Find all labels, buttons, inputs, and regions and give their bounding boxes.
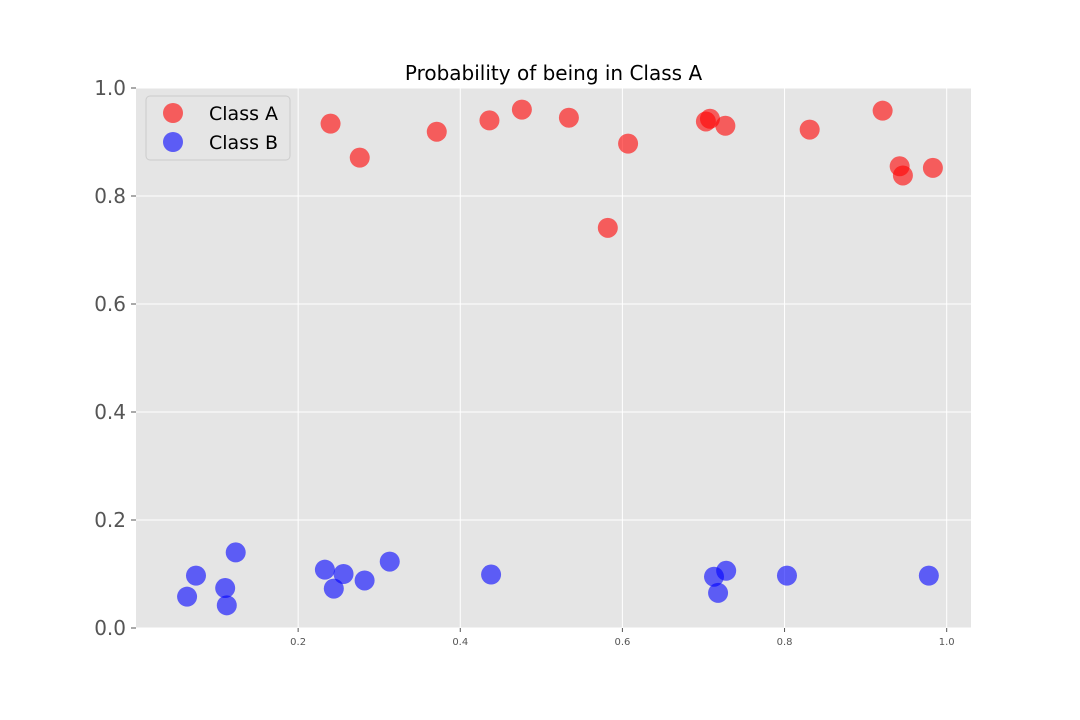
- point-class-b: [323, 578, 344, 599]
- y-tick-label: 0.8: [94, 184, 126, 208]
- point-class-b: [379, 551, 400, 572]
- point-class-b: [481, 564, 502, 585]
- y-tick-label: 0.2: [94, 508, 126, 532]
- point-class-b: [177, 586, 198, 607]
- point-class-a: [349, 147, 370, 168]
- y-tick-label: 0.6: [94, 292, 126, 316]
- point-class-b: [185, 565, 206, 586]
- x-tick-label: 0.2: [290, 637, 306, 648]
- point-class-b: [716, 560, 737, 581]
- point-class-a: [799, 119, 820, 140]
- point-class-a: [320, 113, 341, 134]
- legend-label-class-a: Class A: [209, 103, 278, 125]
- chart-title: Probability of being in Class A: [405, 61, 703, 85]
- point-class-a: [426, 121, 447, 142]
- legend-marker-class-b: [163, 132, 183, 152]
- x-tick-label: 0.4: [452, 637, 468, 648]
- grid-lines: [136, 87, 971, 629]
- point-class-a: [479, 110, 500, 131]
- point-class-a: [715, 115, 736, 136]
- x-tick-label: 0.8: [777, 637, 793, 648]
- point-class-a: [892, 165, 913, 186]
- legend: Class A Class B: [145, 95, 291, 161]
- legend-label-class-b: Class B: [209, 132, 278, 154]
- point-class-b: [776, 565, 797, 586]
- point-class-a: [922, 157, 943, 178]
- point-class-a: [511, 99, 532, 120]
- point-class-b: [333, 564, 354, 584]
- x-tick-label: 0.6: [614, 637, 630, 648]
- point-class-b: [354, 570, 375, 591]
- point-class-a: [597, 217, 618, 238]
- axes: 0.0 0.2 0.4 0.6 0.8 1.0 0.2 0.4 0.6 0.8 1.0: [94, 76, 954, 648]
- point-class-a: [558, 107, 579, 128]
- y-tick-label: 0.4: [94, 400, 126, 424]
- point-class-a: [699, 108, 720, 129]
- legend-marker-class-a: [163, 103, 183, 123]
- data-points: [177, 99, 943, 616]
- point-class-b: [918, 565, 939, 586]
- plot-area: [136, 88, 971, 628]
- x-tick-label: 1.0: [939, 637, 955, 648]
- y-tick-label: 0.0: [94, 616, 126, 640]
- point-class-b: [216, 595, 237, 616]
- series-class-a: [320, 99, 943, 238]
- point-class-b: [314, 559, 335, 580]
- point-class-b: [225, 542, 246, 563]
- point-class-a: [618, 133, 639, 154]
- point-class-b: [215, 578, 236, 599]
- y-tick-label: 1.0: [94, 76, 126, 100]
- series-class-b: [177, 542, 939, 616]
- point-class-a: [872, 100, 893, 121]
- point-class-b: [708, 582, 729, 603]
